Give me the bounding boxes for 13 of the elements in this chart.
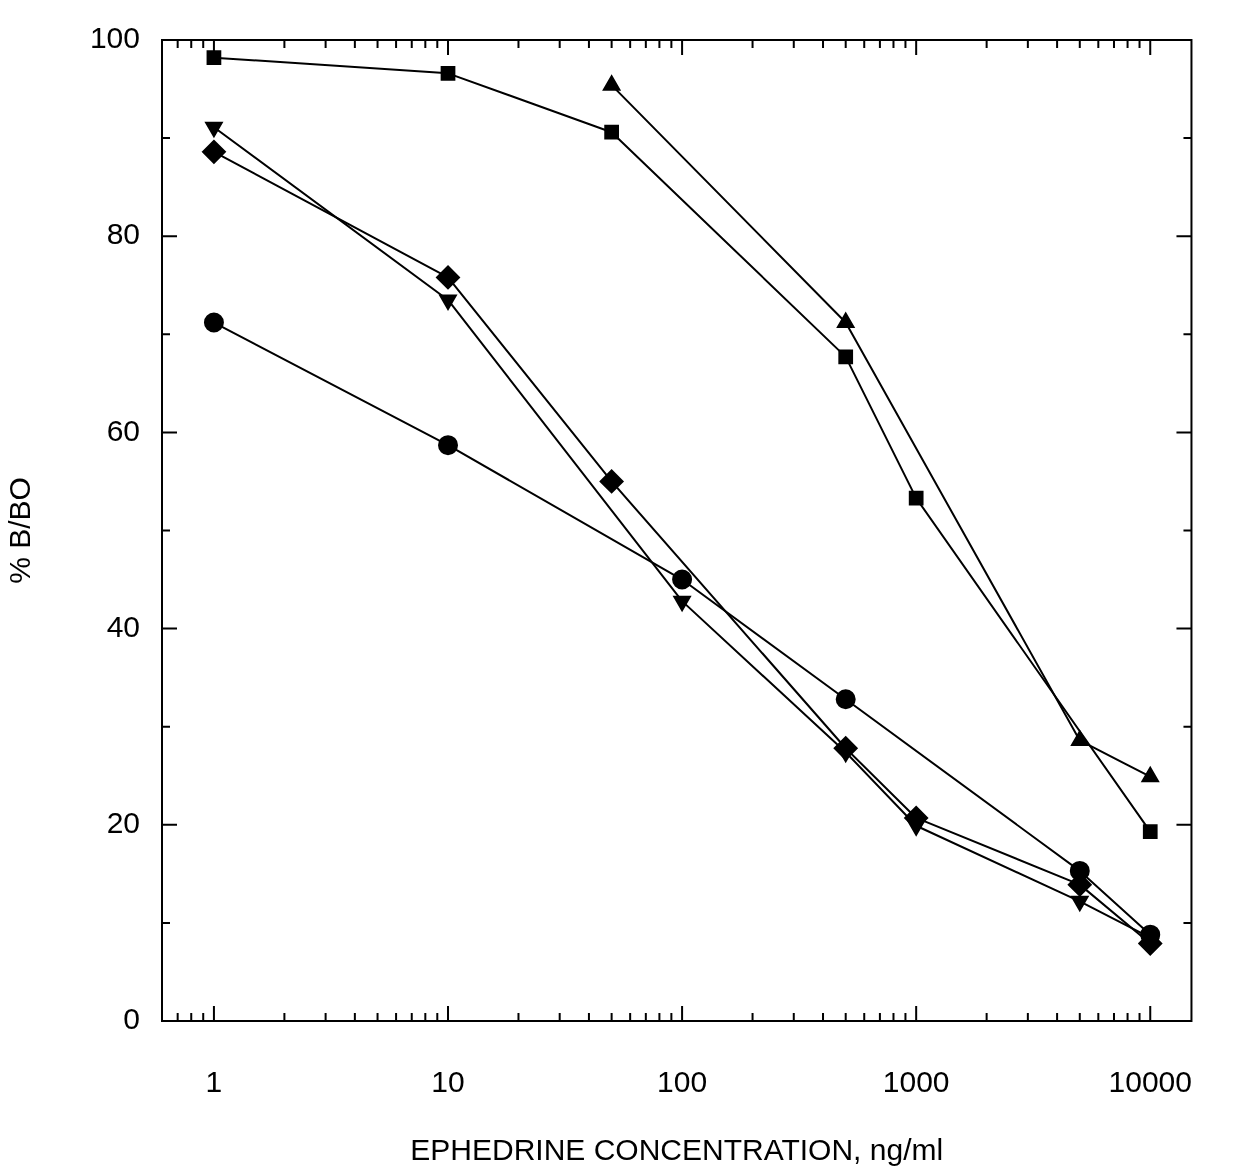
y-axis-title: % B/BO (3, 477, 37, 584)
y-tick-label: 40 (106, 609, 140, 643)
y-tick-label: 80 (106, 217, 140, 251)
y-tick-label: 100 (89, 21, 140, 55)
x-tick-label: 10000 (1108, 1065, 1192, 1099)
y-tick-label: 20 (106, 806, 140, 840)
x-tick-label: 100 (657, 1065, 708, 1099)
y-tick-label: 60 (106, 413, 140, 447)
x-tick-label: 1000 (882, 1065, 950, 1099)
y-tick-label: 0 (123, 1002, 140, 1036)
x-tick-label: 10 (431, 1065, 465, 1099)
x-axis-title: EPHEDRINE CONCENTRATION, ng/ml (410, 1133, 944, 1167)
x-tick-label: 1 (205, 1065, 223, 1099)
